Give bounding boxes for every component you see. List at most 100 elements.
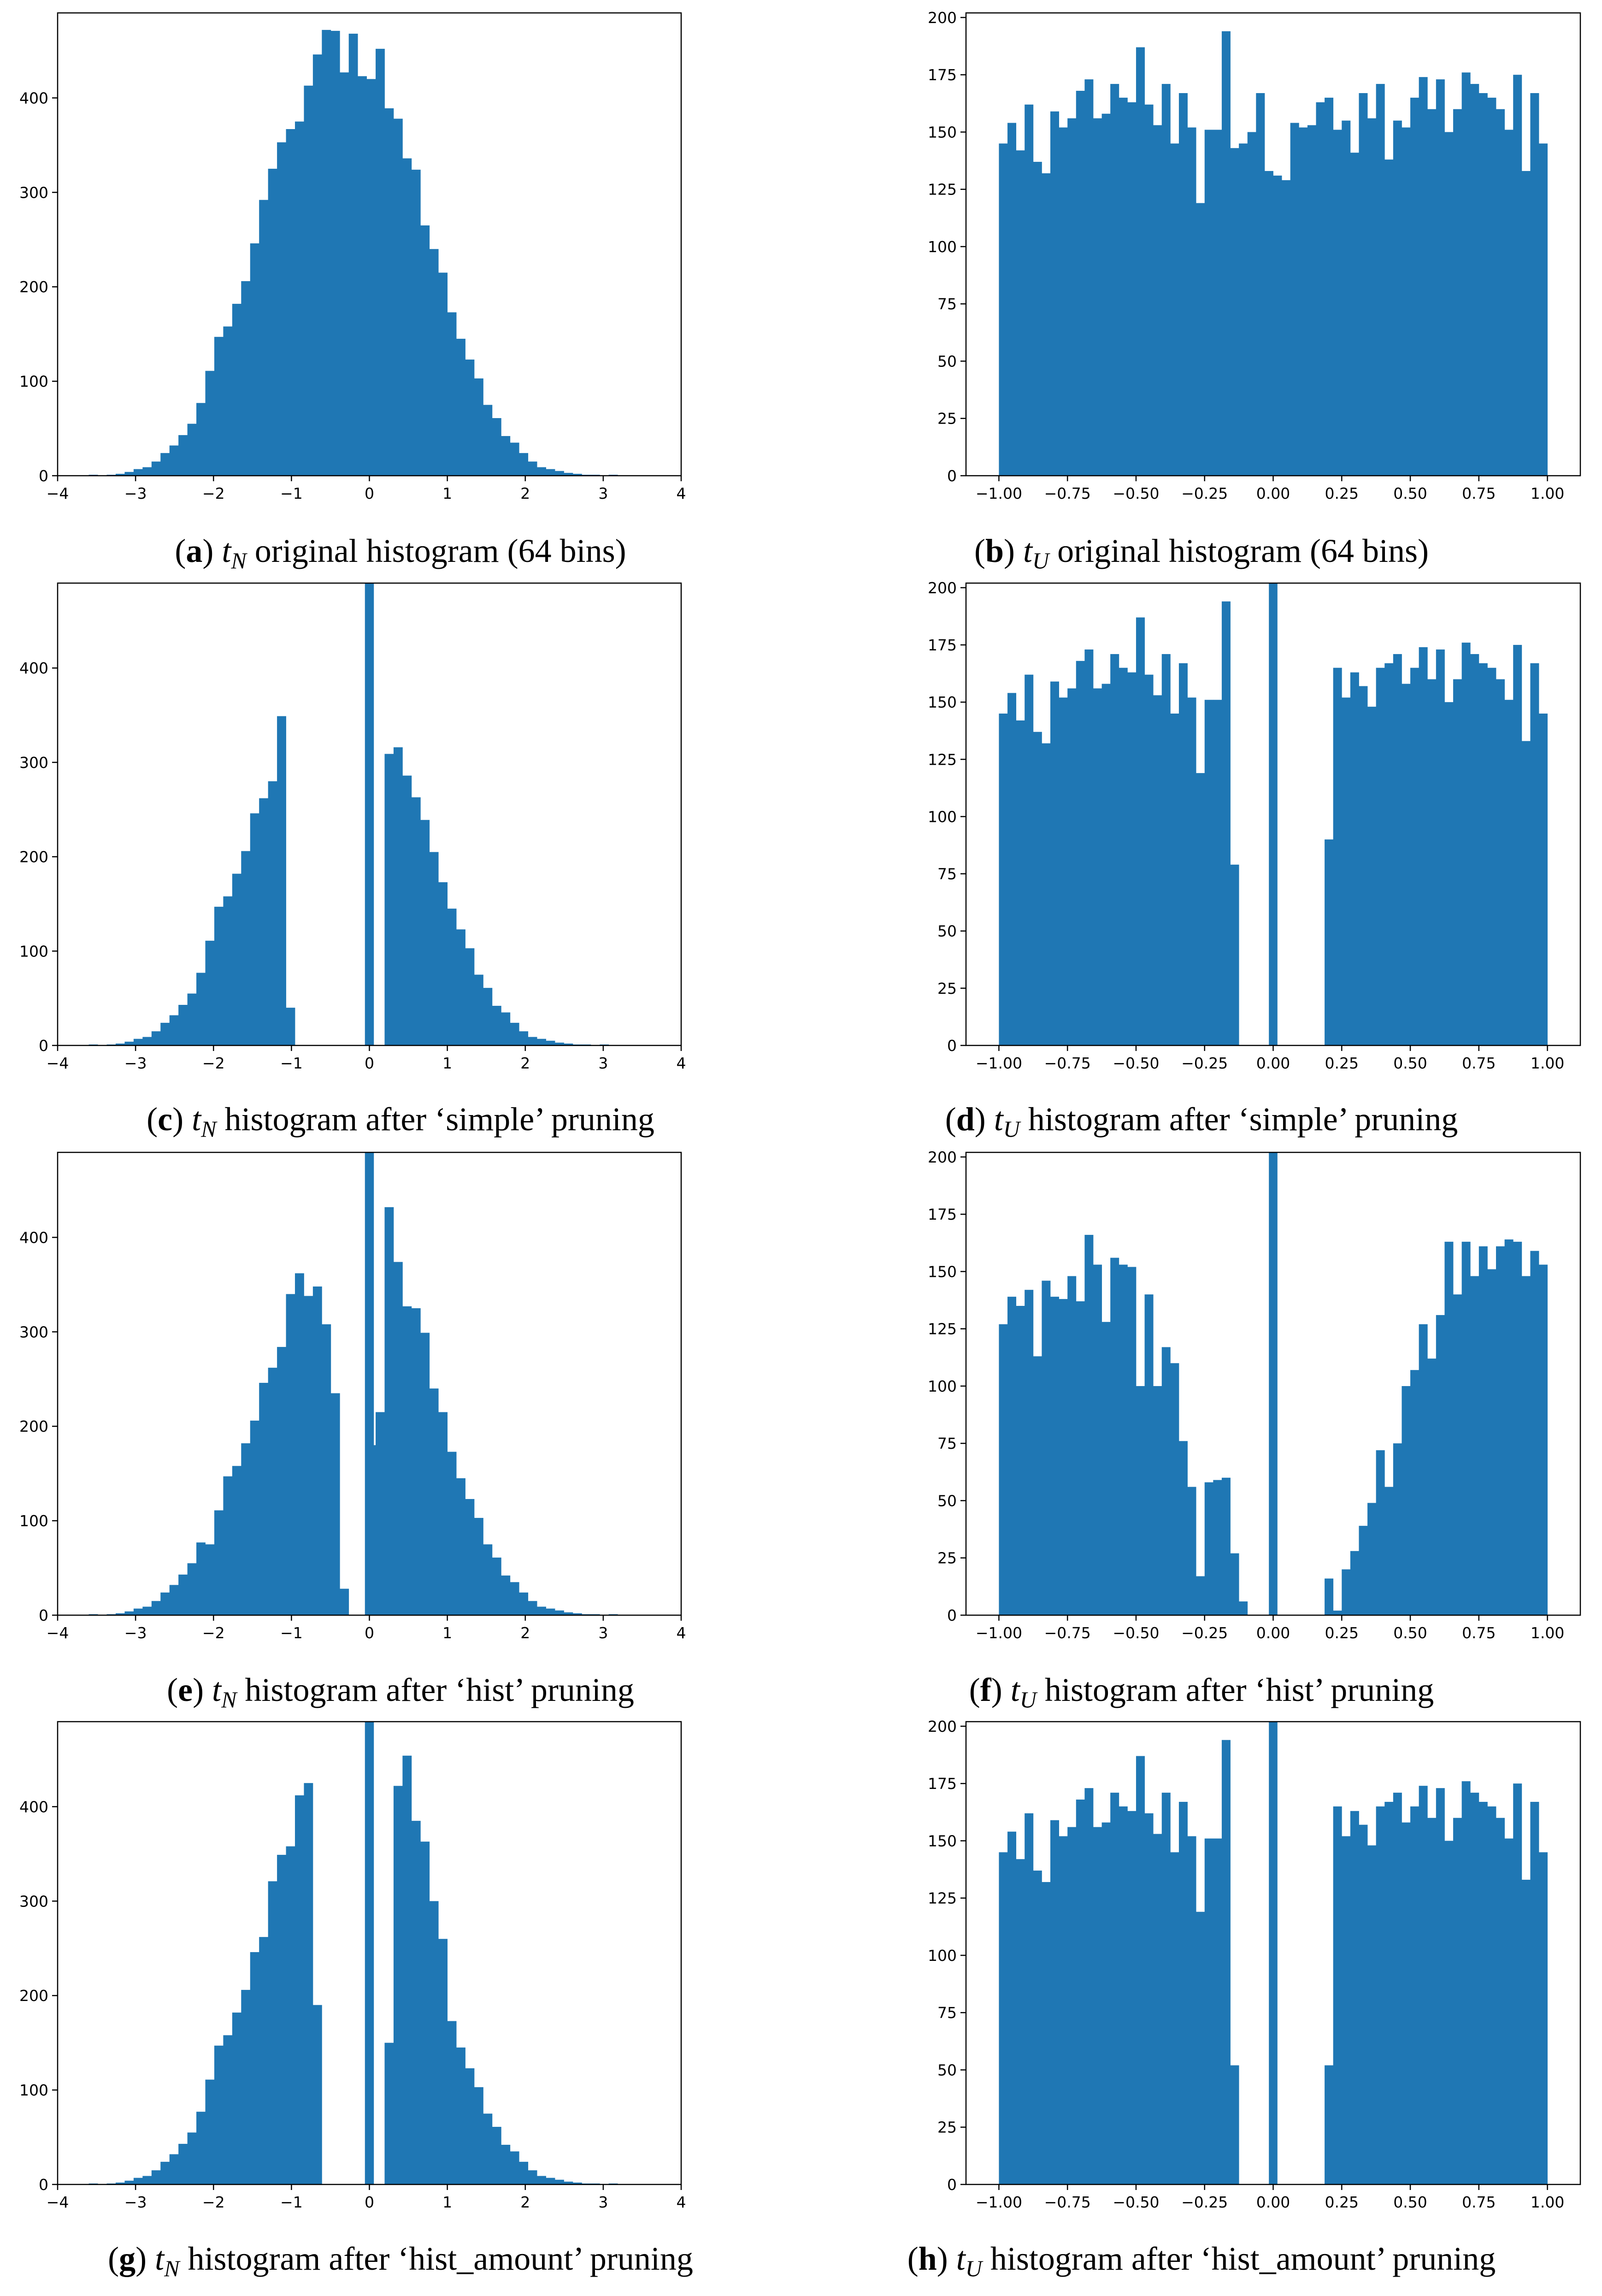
x-tick-label: 1.00	[1531, 2193, 1564, 2211]
histogram-bar	[1478, 1246, 1488, 1615]
histogram-bar	[1213, 1480, 1222, 1615]
x-tick-label: 2	[520, 2193, 530, 2211]
x-tick-label: −1	[280, 1054, 303, 1072]
caption-a: (a) tN original histogram (64 bins)	[175, 532, 626, 573]
y-tick-label: 25	[937, 1549, 957, 1567]
histogram-bar	[304, 85, 313, 476]
histogram-bar	[1067, 688, 1077, 1045]
histogram-bar	[169, 2154, 179, 2184]
x-tick-label: 1	[442, 484, 452, 502]
histogram-bar	[1187, 697, 1196, 1045]
histogram-bar	[205, 371, 215, 476]
histogram-bar	[1470, 1276, 1479, 1615]
histogram-bar	[1170, 143, 1179, 476]
histogram-bar	[1059, 127, 1068, 476]
histogram-bar	[1538, 143, 1548, 476]
histogram-bar	[1521, 1879, 1531, 2184]
histogram-bar	[116, 2182, 125, 2184]
x-tick-label: 4	[677, 484, 686, 502]
caption-b: (b) tU original histogram (64 bins)	[974, 532, 1429, 573]
x-tick-label: −3	[124, 1624, 147, 1642]
x-tick-label: −0.25	[1181, 1624, 1228, 1642]
histogram-bar	[1376, 1806, 1385, 2184]
histogram-bar	[232, 304, 241, 476]
y-tick-label: 100	[19, 1512, 48, 1530]
histogram-bar	[1221, 1740, 1231, 2184]
histogram-bar	[1161, 654, 1171, 1045]
histogram-bar	[1110, 84, 1119, 476]
histogram-bar	[1161, 84, 1171, 476]
histogram-bar	[340, 1588, 349, 1615]
histogram-bar	[1487, 1806, 1496, 2184]
histogram-bar	[1136, 1756, 1145, 2184]
histogram-bar	[465, 2068, 475, 2184]
x-tick-label: 1.00	[1531, 484, 1564, 502]
histogram-bar	[1333, 130, 1342, 476]
histogram-bar	[1427, 1818, 1437, 2184]
zero-spike-bar	[1269, 1722, 1278, 2184]
y-tick-label: 25	[937, 2119, 957, 2137]
histogram-bar	[142, 2176, 152, 2184]
histogram-bar	[1376, 84, 1385, 476]
histogram-bar	[1101, 1322, 1111, 1615]
histogram-bar	[510, 443, 519, 476]
histogram-bar	[160, 1592, 170, 1615]
histogram-bar	[232, 874, 241, 1045]
histogram-bar	[259, 1937, 269, 2184]
x-tick-label: −0.75	[1044, 1624, 1091, 1642]
histogram-bar	[160, 2161, 170, 2184]
histogram-bar	[1325, 839, 1334, 1045]
histogram-bar	[384, 1207, 394, 1615]
histogram-bar	[1050, 1297, 1059, 1615]
histogram-bar	[1230, 2065, 1239, 2184]
x-tick-label: 0.50	[1393, 1624, 1427, 1642]
histogram-bar	[402, 775, 412, 1045]
histogram-bar	[1221, 601, 1231, 1045]
histogram-bar	[402, 1306, 412, 1615]
histogram-bar	[501, 2144, 511, 2184]
histogram-bar	[572, 2182, 582, 2184]
x-tick-label: −3	[124, 1054, 147, 1072]
histogram-bar	[376, 1412, 385, 1615]
x-tick-label: −0.75	[1044, 484, 1091, 502]
histogram-bar	[312, 54, 322, 476]
x-tick-label: −0.50	[1113, 2193, 1159, 2211]
histogram-bar	[1042, 1882, 1051, 2184]
panel-c: −4 −3 −2 −1 0 1 2 3 4 0 100 200 300 400	[19, 582, 686, 1072]
histogram-bar	[519, 453, 529, 476]
histogram-bar	[277, 1347, 286, 1615]
y-tick-label: 400	[19, 1228, 48, 1246]
x-tick-label: −1.00	[976, 484, 1022, 502]
histogram-bar	[348, 34, 358, 476]
histogram-bar	[1384, 159, 1394, 476]
x-tick-label: 0.75	[1462, 2193, 1496, 2211]
histogram-bar	[294, 1795, 304, 2184]
histogram-bar	[537, 2176, 546, 2184]
histogram-bar	[1513, 75, 1522, 476]
histogram-bar	[1076, 661, 1085, 1045]
histogram-bar	[510, 1582, 519, 1615]
histogram-bar	[286, 1846, 295, 2184]
histogram-bar	[447, 312, 457, 476]
caption-g: (g) tN histogram after ‘hist_amount’ pru…	[108, 2240, 693, 2281]
histogram-bar	[1410, 1370, 1419, 1615]
histogram-bar	[1436, 649, 1445, 1045]
histogram-bar	[1093, 688, 1102, 1045]
histogram-bar	[438, 1412, 448, 1615]
histogram-bar	[1461, 1781, 1471, 2184]
histogram-bar	[492, 418, 501, 476]
histogram-bar	[393, 1262, 403, 1615]
histogram-bar	[1187, 1487, 1196, 1615]
y-tick-label: 100	[928, 1947, 957, 1965]
x-tick-label: 0.25	[1325, 484, 1359, 502]
histogram-bar	[447, 2021, 457, 2184]
histogram-bar	[1196, 1576, 1205, 1615]
histogram-bar	[1530, 1801, 1539, 2184]
y-tick-label: 50	[937, 352, 957, 370]
y-tick-label: 300	[19, 1323, 48, 1341]
y-tick-label: 200	[928, 579, 957, 597]
histogram-bar	[151, 2170, 161, 2184]
y-tick-label: 200	[19, 848, 48, 866]
histogram-bar	[393, 1786, 403, 2184]
histogram-bar	[411, 170, 421, 476]
